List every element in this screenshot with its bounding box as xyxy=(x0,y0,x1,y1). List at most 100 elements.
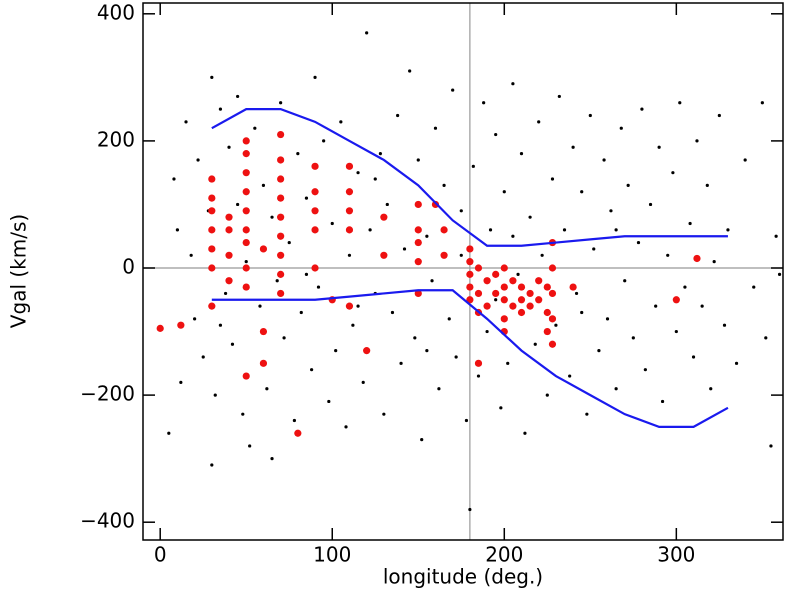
data-point xyxy=(550,177,555,181)
data-point xyxy=(420,437,424,442)
data-point xyxy=(580,310,584,315)
x-axis-label: longitude (deg.) xyxy=(383,565,543,589)
data-point xyxy=(242,283,250,291)
data-point xyxy=(585,412,589,416)
data-point xyxy=(244,260,248,264)
data-point xyxy=(339,120,343,124)
y-tick-label: 400 xyxy=(97,0,135,24)
data-point xyxy=(693,254,701,263)
data-point xyxy=(533,342,537,346)
data-point xyxy=(492,289,500,298)
data-point xyxy=(717,113,721,118)
data-point xyxy=(177,321,185,329)
data-point xyxy=(517,308,526,317)
data-point xyxy=(416,158,420,162)
data-point xyxy=(500,315,508,323)
y-tick-label: −400 xyxy=(80,509,135,533)
envelope-line xyxy=(211,289,729,428)
data-point xyxy=(476,374,481,378)
data-point xyxy=(700,304,704,308)
data-point xyxy=(636,240,641,245)
data-point xyxy=(311,226,319,234)
data-point xyxy=(516,272,520,276)
data-point xyxy=(631,336,635,340)
data-point xyxy=(602,158,606,162)
plot-frame xyxy=(142,2,784,541)
data-point xyxy=(218,107,223,111)
data-point xyxy=(540,253,544,257)
data-point xyxy=(313,75,317,79)
data-point xyxy=(208,264,216,272)
data-point xyxy=(760,101,764,105)
data-point xyxy=(225,277,233,285)
data-point xyxy=(502,190,506,194)
data-point xyxy=(345,226,354,234)
data-point xyxy=(437,387,441,391)
data-point xyxy=(242,137,250,145)
data-point xyxy=(265,387,269,391)
data-point xyxy=(236,202,240,207)
data-point xyxy=(345,302,354,310)
data-point xyxy=(242,226,250,234)
data-point xyxy=(451,88,455,92)
data-point xyxy=(483,277,491,285)
data-point xyxy=(523,431,527,435)
data-point xyxy=(734,361,739,365)
data-point xyxy=(671,171,675,175)
data-point xyxy=(227,145,231,149)
data-point xyxy=(500,296,508,304)
data-point xyxy=(218,323,223,327)
data-point xyxy=(304,196,309,200)
data-point xyxy=(548,264,557,272)
data-point xyxy=(459,253,463,257)
data-point xyxy=(433,126,438,130)
data-point xyxy=(574,291,579,296)
data-point xyxy=(242,169,250,177)
data-point xyxy=(548,340,557,348)
data-point xyxy=(500,283,508,291)
data-point xyxy=(413,336,417,340)
data-point xyxy=(543,283,551,291)
data-point xyxy=(242,207,250,215)
x-tick-label: 300 xyxy=(657,543,695,567)
data-point xyxy=(466,283,474,291)
data-point xyxy=(242,150,250,158)
y-tick-label: −200 xyxy=(80,382,135,406)
data-point xyxy=(253,126,257,130)
data-point xyxy=(208,302,216,310)
data-point xyxy=(311,188,319,196)
data-point xyxy=(184,120,188,124)
data-point xyxy=(654,304,658,308)
data-point xyxy=(535,277,543,285)
data-point xyxy=(277,213,285,221)
data-point xyxy=(683,285,687,289)
data-point xyxy=(440,226,448,234)
data-point xyxy=(361,380,365,384)
data-point xyxy=(623,279,627,283)
data-point xyxy=(201,355,205,359)
data-point xyxy=(425,349,429,353)
data-point xyxy=(430,279,434,283)
x-tick-label: 100 xyxy=(313,543,351,567)
data-point xyxy=(261,183,266,187)
data-point xyxy=(466,258,474,266)
data-point xyxy=(356,304,360,308)
data-point xyxy=(562,228,567,232)
data-point xyxy=(179,380,183,384)
data-point xyxy=(248,444,252,448)
data-point xyxy=(609,209,613,213)
data-point xyxy=(526,289,534,298)
data-point xyxy=(722,323,727,327)
data-point xyxy=(380,251,388,259)
data-point xyxy=(259,359,268,367)
data-point xyxy=(414,258,422,266)
data-point xyxy=(208,207,216,215)
data-point xyxy=(193,317,197,321)
data-point xyxy=(494,298,498,302)
data-point xyxy=(605,317,610,321)
data-point xyxy=(270,215,274,219)
data-point xyxy=(474,289,483,298)
data-point xyxy=(270,457,274,461)
data-point xyxy=(485,329,489,334)
data-point xyxy=(440,251,448,259)
